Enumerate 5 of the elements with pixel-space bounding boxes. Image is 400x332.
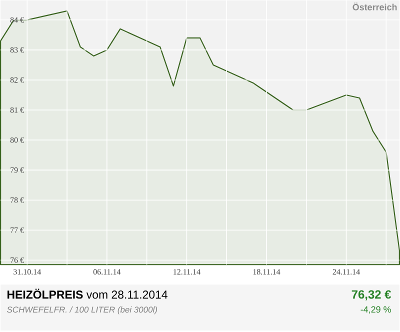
text: SCHWEFELFR. / 100 LITER (bei 3000l) (6, 306, 157, 314)
text: HEIZÖLPREIS vom 28.11.2014 (8, 288, 168, 298)
text: -4,29 % (360, 306, 391, 314)
annotation: Österreich (352, 2, 397, 10)
text: 76,32 € (352, 290, 392, 300)
